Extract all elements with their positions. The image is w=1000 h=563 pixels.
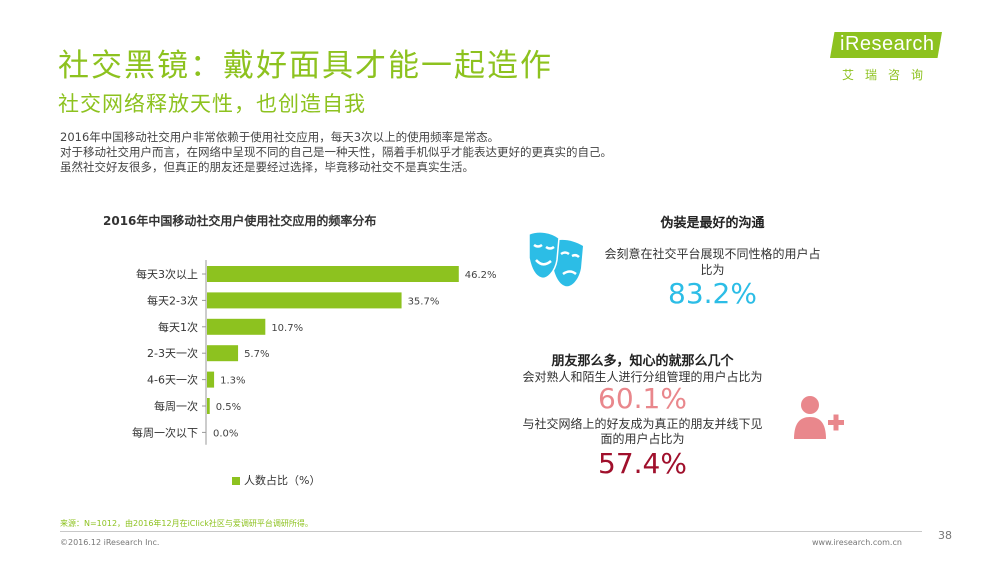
logo-brand-text: iResearch [840,33,935,55]
intro-text: 2016年中国移动社交用户非常依赖于使用社交应用，每天3次以上的使用频率是常态。… [60,130,612,175]
category-label: 4-6天一次 [147,373,198,387]
bar-value-label: 5.7% [244,349,269,360]
bar [207,292,402,309]
iresearch-logo: iResearch 艾瑞咨询 [830,30,950,88]
page-number: 38 [938,529,952,542]
section2-heading: 朋友那么多，知心的就那么几个 [551,354,734,369]
bar [207,398,210,414]
section2-description-2: 与社交网络上的好友成为真正的朋友并线下见面的用户占比为 [522,417,763,446]
website-text: www.iresearch.com.cn [812,538,902,547]
category-label: 每天2-3次 [147,293,198,307]
logo-background [830,32,942,58]
intro-line: 2016年中国移动社交用户非常依赖于使用社交应用，每天3次以上的使用频率是常态。 [60,130,500,144]
theater-masks-icon [528,231,583,287]
section1-value: 83.2% [668,277,757,310]
legend-swatch [232,477,240,485]
section2-value-2: 57.4% [598,447,687,480]
logo-chinese-text: 艾瑞咨询 [842,68,935,82]
bar [207,371,215,388]
bar-value-label: 10.7% [271,323,303,334]
add-friend-icon [794,396,844,439]
copyright-text: ©2016.12 iResearch Inc. [60,538,160,547]
bar [207,266,459,282]
section1-description: 会刻意在社交平台展现不同性格的用户占比为 [604,247,821,277]
page-title: 社交黑镜：戴好面具才能一起造作 [58,48,553,84]
bar [207,318,266,335]
section2-description-1: 会对熟人和陌生人进行分组管理的用户占比为 [522,370,763,384]
category-label: 每周一次 [154,399,198,413]
section1-heading: 伪装是最好的沟通 [660,216,765,231]
bar-value-label: 0.0% [213,428,238,439]
bar-value-label: 0.5% [216,402,241,413]
category-label: 2-3天一次 [147,346,198,360]
chart-title: 2016年中国移动社交用户使用社交应用的频率分布 [103,214,377,228]
intro-line: 对于移动社交用户而言，在网络中呈现不同的自己是一种天性，隔着手机似乎才能表达更好… [60,145,612,159]
bar [207,345,239,362]
intro-line: 虽然社交好友很多，但真正的朋友还是要经过选择，毕竟移动社交不是真实生活。 [60,160,474,174]
footer-divider [60,531,922,532]
section2-value-1: 60.1% [598,382,687,415]
frequency-bar-chart: 每天3次以上 46.2% 每天2-3次 35.7% 每天1次 10.7% 2-3天一次 5.7… [132,260,497,445]
legend-label: 人数占比（%） [244,474,321,487]
chart-legend: 人数占比（%） [232,472,320,488]
category-label: 每天1次 [158,320,198,334]
source-note: 来源：N=1012，由2016年12月在iClick社区与爱调研平台调研所得。 [60,519,313,528]
category-label: 每天3次以上 [136,267,198,281]
bar-value-label: 46.2% [465,270,497,281]
bar-value-label: 1.3% [220,376,245,387]
category-label: 每周一次以下 [132,425,198,439]
bar-value-label: 35.7% [408,296,440,307]
page-subtitle: 社交网络释放天性，也创造自我 [58,92,366,116]
